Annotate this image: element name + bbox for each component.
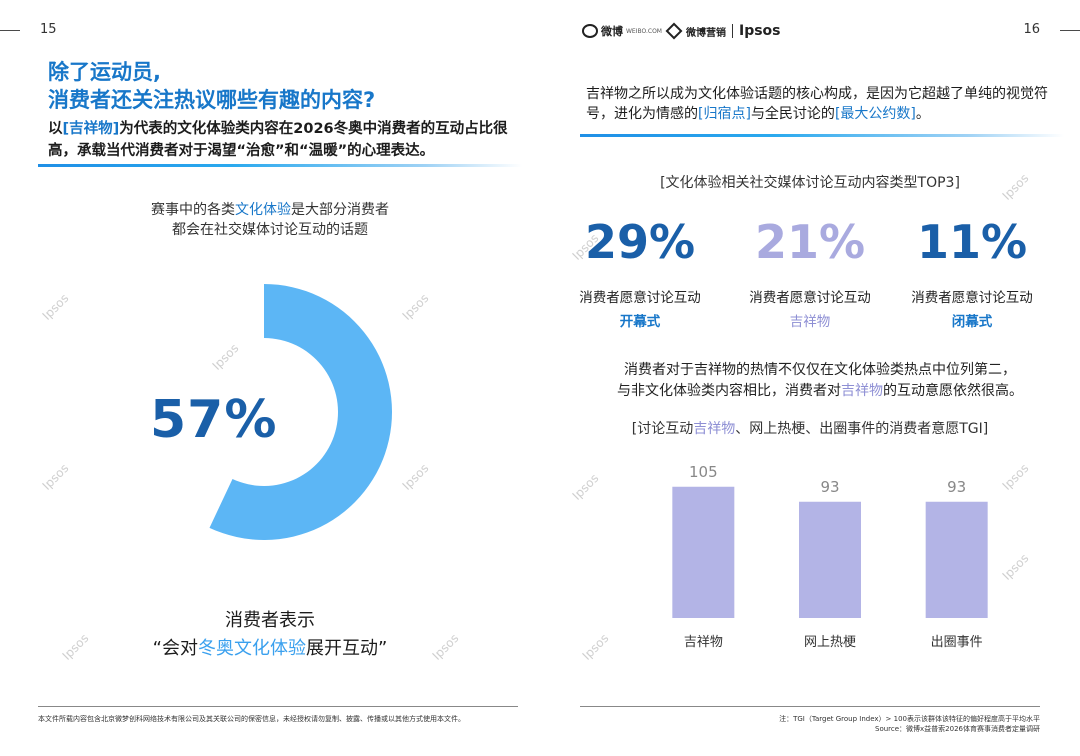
- para-line-1: 消费者对于吉祥物的热情不仅仅在文化体验类热点中位列第二，: [624, 362, 1016, 378]
- stat-label: 消费者愿意讨论互动: [911, 290, 1033, 306]
- donut-arc: [209, 284, 392, 540]
- donut-note-line-2: “会对冬奥文化体验展开互动”: [0, 634, 540, 660]
- bar-category-label: 出圈事件: [931, 635, 983, 650]
- bar-title-highlight: 吉祥物: [693, 421, 736, 437]
- stat-label: 消费者愿意讨论互动: [579, 290, 701, 306]
- top3-title: [文化体验相关社交媒体讨论互动内容类型TOP3]: [660, 175, 960, 191]
- gradient-divider: [38, 164, 522, 167]
- bar-value-label: 105: [689, 463, 718, 481]
- gradient-divider: [580, 134, 1064, 137]
- logo-separator: [731, 24, 733, 38]
- intro-text: 吉祥物之所以成为文化体验话题的核心构成，是因为它超越了单纯的视觉符号，进化为情感…: [586, 86, 1048, 122]
- desc-text: 是大部分消费者: [291, 202, 389, 218]
- bar-value-label: 93: [947, 478, 966, 496]
- stat-label: 消费者愿意讨论互动: [749, 290, 871, 306]
- stat-category: 吉祥物: [789, 314, 831, 330]
- source-note: Source：微博x益普索2026体育赛事消费者定量调研: [875, 725, 1040, 733]
- watermark: Ipsos: [569, 471, 602, 503]
- stat-opening-ceremony: 29% 消费者愿意讨论互动 开幕式: [560, 214, 720, 330]
- stat-mascot: 21% 消费者愿意讨论互动 吉祥物: [730, 214, 890, 330]
- bar-2: [925, 501, 988, 618]
- bar-1: [799, 501, 861, 618]
- donut-chart: [209, 284, 392, 540]
- mascot-paragraph: 消费者对于吉祥物的热情不仅仅在文化体验类热点中位列第二， 与非文化体验类内容相比…: [580, 360, 1060, 402]
- desc-highlight: 文化体验: [235, 202, 291, 218]
- weibo-logo: 微博 WEIBO.COM: [582, 23, 662, 39]
- stat-value: 29%: [584, 215, 696, 269]
- left-page: 15 除了运动员, 消费者还关注热议哪些有趣的内容? 以[吉祥物]为代表的文化体…: [0, 22, 540, 723]
- weibo-logo-text: 微博: [601, 25, 623, 38]
- bar-0: [672, 486, 735, 618]
- stat-value: 21%: [754, 215, 866, 269]
- donut-note-line-1: 消费者表示: [225, 610, 315, 631]
- right-intro-paragraph: 吉祥物之所以成为文化体验话题的核心构成，是因为它超越了单纯的视觉符号，进化为情感…: [586, 84, 1056, 124]
- watermark: Ipsos: [579, 631, 612, 663]
- donut-description: 赛事中的各类文化体验是大部分消费者 都会在社交媒体讨论互动的话题: [60, 200, 480, 240]
- page-heading: 除了运动员, 消费者还关注热议哪些有趣的内容?: [48, 58, 518, 114]
- heading-line-1: 除了运动员,: [48, 60, 161, 84]
- note-text: 展开互动”: [306, 638, 388, 659]
- para-text: 与非文化体验类内容相比，消费者对: [617, 383, 841, 399]
- desc-line-2: 都会在社交媒体讨论互动的话题: [172, 222, 368, 238]
- stat-value: 11%: [916, 215, 1028, 269]
- bar-title-text: 、网上热梗、出圈事件的消费者意愿TGI]: [735, 421, 989, 437]
- para-highlight: 吉祥物: [841, 383, 883, 399]
- brand-logos: 微博 WEIBO.COM 微博营销 Ipsos: [582, 20, 781, 42]
- footer-rule: [38, 706, 518, 707]
- bar-title-text: [讨论互动: [631, 421, 694, 437]
- desc-text: 赛事中的各类: [151, 202, 235, 218]
- weibo-eye-icon: [582, 24, 598, 38]
- bar-value-label: 93: [820, 478, 839, 496]
- ipsos-logo: Ipsos: [738, 23, 781, 39]
- top-rule: [1060, 30, 1080, 31]
- intro-highlight: [最大公约数]: [834, 106, 916, 122]
- note-text: “会对: [152, 638, 198, 659]
- footer-rule: [580, 706, 1040, 707]
- insight-diamond-icon: [665, 22, 683, 40]
- para-text: 的互动意愿依然很高。: [883, 383, 1023, 399]
- page-number: 15: [40, 22, 57, 37]
- insight-logo-text: 微博营销: [685, 27, 726, 39]
- intro-text: 为代表的文化体验类内容在2026冬奥中消费者的互动占比很高，承载当代消费者对于渴…: [48, 121, 508, 159]
- weibo-logo-sub: WEIBO.COM: [626, 27, 662, 35]
- right-page: 16 微博 WEIBO.COM 微博营销 Ipsos 吉祥物之所以成为文化体验话…: [540, 0, 1080, 756]
- heading-line-2: 消费者还关注热议哪些有趣的内容?: [48, 88, 376, 112]
- stat-category: 闭幕式: [951, 314, 993, 330]
- page-number: 16: [1023, 22, 1040, 37]
- intro-highlight: [归宿点]: [698, 106, 751, 122]
- stat-closing-ceremony: 11% 消费者愿意讨论互动 闭幕式: [892, 214, 1052, 330]
- intro-text: 与全民讨论的: [750, 106, 835, 122]
- note-highlight: 冬奥文化体验: [198, 638, 306, 659]
- tgi-note: 注：TGI（Target Group Index）> 100表示该群体该特征的偏…: [779, 715, 1040, 723]
- intro-text: 以: [48, 121, 63, 137]
- donut-percentage: 57%: [150, 390, 278, 450]
- bar-category-label: 网上热梗: [804, 635, 856, 650]
- intro-paragraph: 以[吉祥物]为代表的文化体验类内容在2026冬奥中消费者的互动占比很高，承载当代…: [48, 118, 518, 162]
- bar-category-label: 吉祥物: [684, 635, 723, 650]
- bar-chart-title: [讨论互动吉祥物、网上热梗、出圈事件的消费者意愿TGI]: [540, 418, 1080, 438]
- intro-text: 。: [915, 106, 930, 122]
- tgi-bar-chart: 105 吉祥物 93 网上热梗 93 出圈事件: [672, 463, 988, 650]
- disclaimer: 本文件所载内容包含北京微梦创科网络技术有限公司及其关联公司的保密信息，未经授权请…: [38, 715, 465, 723]
- top-rule: [0, 30, 20, 31]
- stat-category: 开幕式: [619, 314, 661, 330]
- intro-highlight: [吉祥物]: [62, 121, 120, 137]
